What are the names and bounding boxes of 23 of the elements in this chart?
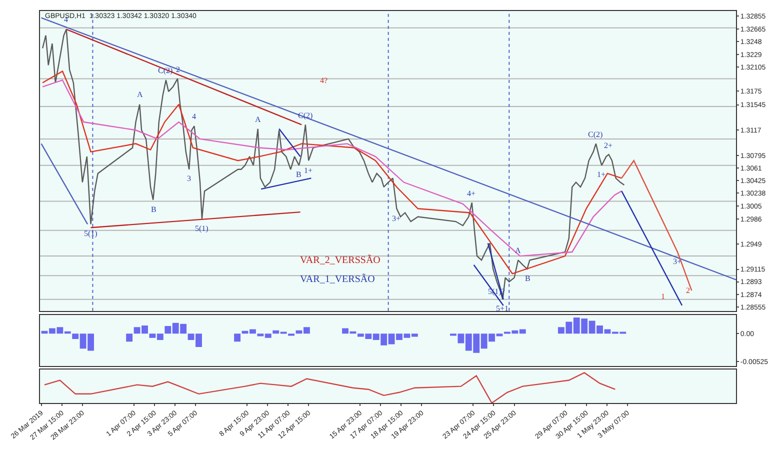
annotation: B xyxy=(525,274,530,283)
annotation: 3+ xyxy=(392,214,401,223)
annotation: 2 xyxy=(686,286,690,295)
annotation: 4 xyxy=(64,15,68,24)
annotation: 1 xyxy=(661,292,665,301)
annotation: 5(1) xyxy=(84,229,98,238)
annotation: A xyxy=(515,246,521,255)
annotation: 3 xyxy=(187,174,191,183)
annotation: A xyxy=(137,90,143,99)
annotation: 1+ xyxy=(597,170,606,179)
annotation: VAR_1_VERSÃO xyxy=(300,273,375,285)
annotation: A xyxy=(255,115,261,124)
annotation: B xyxy=(151,205,156,214)
annotation: 4 xyxy=(192,112,196,121)
annotation: 1+ xyxy=(304,166,313,175)
annotation: 5(1) xyxy=(195,224,209,233)
annotation: 5+1 xyxy=(496,304,509,313)
annotation: VAR_2_VERSSÃO xyxy=(300,254,380,266)
annotation: 2+ xyxy=(604,141,613,150)
annotation: C(2) xyxy=(588,130,603,139)
annotation: 4+ xyxy=(467,189,476,198)
annotation: 4? xyxy=(320,76,328,85)
annotation: B xyxy=(296,170,302,179)
